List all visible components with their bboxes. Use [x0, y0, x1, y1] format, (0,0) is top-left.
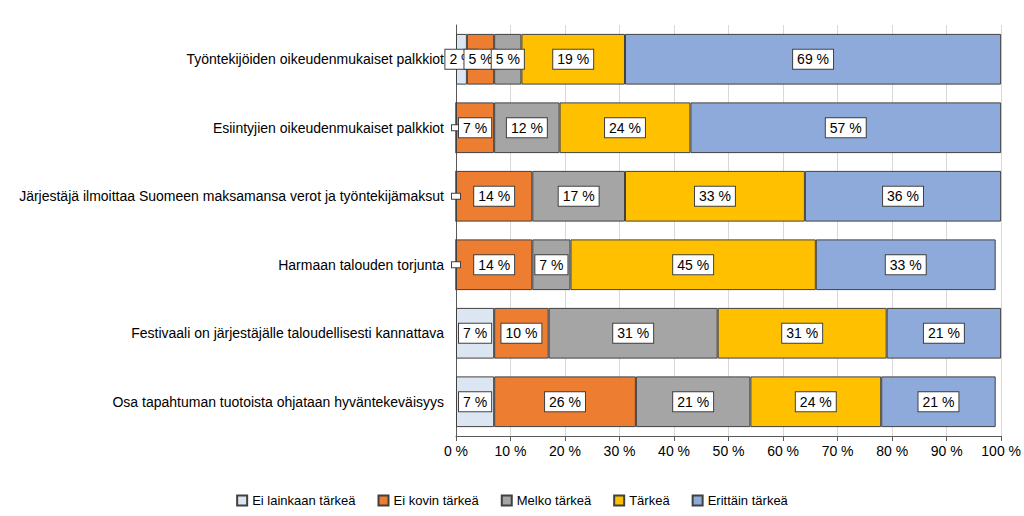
svg-text:17 %: 17 %	[563, 188, 595, 204]
svg-text:12 %: 12 %	[511, 120, 543, 136]
svg-text:26 %: 26 %	[549, 394, 581, 410]
svg-text:7 %: 7 %	[463, 325, 487, 341]
svg-text:Osa tapahtuman tuotoista ohjat: Osa tapahtuman tuotoista ohjataan hyvänt…	[112, 394, 444, 410]
svg-text:19 %: 19 %	[557, 51, 589, 67]
svg-text:Festivaali on järjestäjälle ta: Festivaali on järjestäjälle taloudellise…	[131, 325, 444, 341]
svg-text:50 %: 50 %	[713, 443, 745, 459]
svg-text:Melko tärkeä: Melko tärkeä	[517, 493, 592, 508]
svg-text:31 %: 31 %	[617, 325, 649, 341]
svg-text:Ei lainkaan tärkeä: Ei lainkaan tärkeä	[252, 493, 356, 508]
svg-text:69 %: 69 %	[797, 51, 829, 67]
svg-text:33 %: 33 %	[890, 257, 922, 273]
svg-text:57 %: 57 %	[830, 120, 862, 136]
svg-text:40 %: 40 %	[658, 443, 690, 459]
svg-text:2 %: 2 %	[449, 51, 474, 68]
svg-text:14 %: 14 %	[478, 257, 510, 273]
svg-text:5 %: 5 %	[468, 51, 492, 67]
svg-text:24 %: 24 %	[800, 394, 832, 410]
svg-text:33 %: 33 %	[699, 188, 731, 204]
svg-text:Järjestäjä ilmoittaa Suomeen m: Järjestäjä ilmoittaa Suomeen maksamansa …	[19, 188, 444, 204]
svg-text:36 %: 36 %	[887, 188, 919, 204]
svg-text:21 %: 21 %	[677, 394, 709, 410]
svg-text:80 %: 80 %	[876, 443, 908, 459]
svg-text:30 %: 30 %	[604, 443, 636, 459]
svg-text:7 %: 7 %	[463, 120, 487, 136]
svg-text:10 %: 10 %	[505, 325, 537, 341]
svg-text:Ei kovin tärkeä: Ei kovin tärkeä	[393, 493, 479, 508]
svg-text:24 %: 24 %	[609, 120, 641, 136]
svg-text:70 %: 70 %	[822, 443, 854, 459]
svg-text:90 %: 90 %	[931, 443, 963, 459]
svg-text:20 %: 20 %	[549, 443, 581, 459]
svg-text:Esiintyjien oikeudenmukaiset p: Esiintyjien oikeudenmukaiset palkkiot	[213, 120, 444, 136]
svg-text:Työntekijöiden oikeudenmukaise: Työntekijöiden oikeudenmukaiset palkkiot	[186, 51, 444, 67]
svg-text:21 %: 21 %	[922, 394, 954, 410]
svg-text:7 %: 7 %	[463, 394, 487, 410]
svg-text:45 %: 45 %	[677, 257, 709, 273]
svg-text:21 %: 21 %	[928, 325, 960, 341]
svg-text:Erittäin tärkeä: Erittäin tärkeä	[708, 493, 789, 508]
svg-text:0 %: 0 %	[444, 443, 468, 459]
svg-text:31 %: 31 %	[786, 325, 818, 341]
svg-text:7 %: 7 %	[539, 257, 563, 273]
svg-text:10 %: 10 %	[495, 443, 527, 459]
svg-text:Harmaan talouden torjunta: Harmaan talouden torjunta	[278, 257, 444, 273]
svg-text:14 %: 14 %	[478, 188, 510, 204]
svg-text:5 %: 5 %	[496, 51, 520, 67]
svg-text:100 %: 100 %	[981, 443, 1021, 459]
svg-text:Tärkeä: Tärkeä	[629, 493, 670, 508]
svg-text:60 %: 60 %	[767, 443, 799, 459]
